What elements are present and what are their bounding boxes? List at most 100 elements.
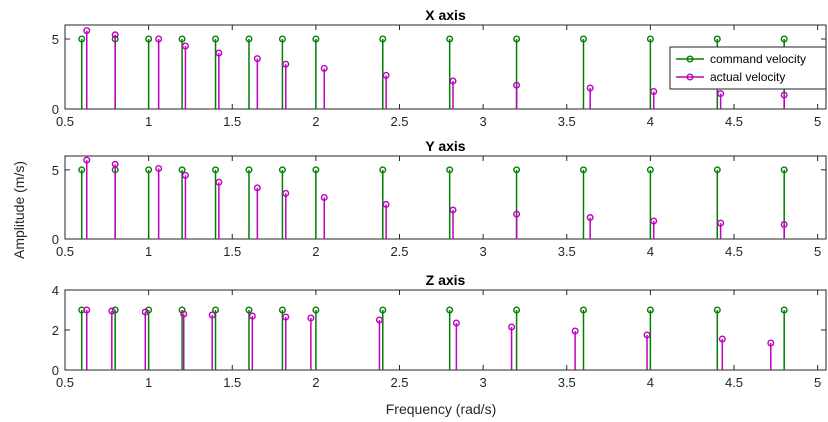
stem-marker-command [178, 306, 186, 314]
stem-marker-command [212, 166, 220, 174]
stem-marker-actual [650, 87, 658, 95]
stem-marker-command [278, 306, 286, 314]
stem-marker-command [579, 35, 587, 43]
y-tick-label: 0 [52, 232, 59, 247]
stem-marker-actual [111, 160, 119, 168]
stem-marker-command [312, 166, 320, 174]
panel-3: Z axis 0.5 1 1.5 2 2.5 3 3.5 4 4.5 5 0 2 4 [52, 272, 827, 390]
legend-entry-command: command velocity [710, 52, 806, 66]
stem-marker-actual [382, 71, 390, 79]
stem-marker-actual [508, 323, 516, 331]
stem-marker-actual [108, 307, 116, 315]
x-tick-label: 5 [814, 114, 821, 129]
x-tick-label: 2 [312, 375, 319, 390]
stem-marker-actual [282, 189, 290, 197]
x-tick-label: 2 [312, 244, 319, 259]
stem-marker-command [379, 35, 387, 43]
stem-marker-actual [767, 339, 775, 347]
legend-swatch-marker [686, 73, 694, 81]
stem-marker-actual [586, 214, 594, 222]
stem-marker-actual [449, 77, 457, 85]
x-tick-label: 1 [145, 114, 152, 129]
stem-marker-actual [141, 308, 149, 316]
legend-entry-actual: actual velocity [710, 70, 785, 84]
axes-box [64, 289, 827, 371]
stem-marker-command [178, 166, 186, 174]
stem-marker-actual [320, 64, 328, 72]
x-tick-label: 4 [647, 244, 654, 259]
stem-marker-command [379, 306, 387, 314]
stem-marker-command [513, 35, 521, 43]
stem-marker-actual [248, 312, 256, 320]
x-tick-label: 3 [480, 375, 487, 390]
stem-marker-command [513, 306, 521, 314]
axes-box [64, 155, 827, 240]
x-tick-label: 3.5 [558, 244, 576, 259]
stem-marker-command [145, 35, 153, 43]
x-tick-label: 1.5 [223, 114, 241, 129]
x-tick-label: 2.5 [390, 114, 408, 129]
x-tick-label: 4.5 [725, 114, 743, 129]
stem-marker-actual [717, 90, 725, 98]
panel-2: Y axis 0.5 1 1.5 2 2.5 3 3.5 4 4.5 5 0 5 [52, 138, 827, 259]
stem-marker-actual [780, 91, 788, 99]
stem-marker-actual [382, 200, 390, 208]
legend: command velocity actual velocity [669, 46, 827, 90]
panel-title: Y axis [425, 138, 465, 154]
y-axis-label: Amplitude (m/s) [11, 161, 27, 259]
y-tick-label: 4 [52, 283, 59, 298]
series-actual [83, 306, 775, 370]
stem-marker-command [212, 306, 220, 314]
x-tick-label: 0.5 [56, 114, 74, 129]
stem-marker-actual [83, 27, 91, 35]
stem-marker-command [780, 35, 788, 43]
stem-marker-actual [215, 178, 223, 186]
stem-marker-actual [320, 193, 328, 201]
x-tick-label: 4.5 [725, 375, 743, 390]
stem-marker-actual [83, 306, 91, 314]
x-tick-label: 4 [647, 114, 654, 129]
series-actual [83, 27, 788, 109]
stem-marker-actual [643, 331, 651, 339]
panel-title: X axis [425, 7, 466, 23]
stem-marker-command [78, 35, 86, 43]
y-tick-label: 2 [52, 323, 59, 338]
stem-marker-command [278, 166, 286, 174]
stem-marker-actual [180, 310, 188, 318]
stem-marker-command [446, 306, 454, 314]
stem-marker-actual [452, 319, 460, 327]
stem-marker-actual [83, 156, 91, 164]
x-axis-label: Frequency (rad/s) [386, 401, 496, 417]
stem-marker-command [713, 166, 721, 174]
stem-marker-actual [449, 206, 457, 214]
x-tick-label: 1 [145, 244, 152, 259]
y-tick-label: 0 [52, 363, 59, 378]
stem-marker-command [245, 306, 253, 314]
x-tick-label: 2.5 [390, 375, 408, 390]
x-tick-label: 2 [312, 114, 319, 129]
stem-marker-actual [253, 184, 261, 192]
stem-marker-command [245, 166, 253, 174]
stem-marker-command [379, 166, 387, 174]
stem-marker-actual [215, 49, 223, 57]
stem-marker-actual [586, 84, 594, 92]
stem-marker-actual [111, 31, 119, 39]
stem-marker-actual [571, 327, 579, 335]
series-actual [83, 156, 788, 239]
stem-marker-actual [375, 316, 383, 324]
stem-marker-actual [513, 210, 521, 218]
y-tick-label: 5 [52, 163, 59, 178]
stem-marker-command [780, 306, 788, 314]
stem-marker-command [513, 166, 521, 174]
stem-marker-actual [307, 314, 315, 322]
stem-marker-command [646, 306, 654, 314]
stem-marker-actual [717, 219, 725, 227]
y-tick-label: 0 [52, 102, 59, 117]
stem-marker-command [78, 166, 86, 174]
legend-swatch-marker [686, 55, 694, 63]
stem-marker-command [713, 306, 721, 314]
stem-marker-command [780, 166, 788, 174]
stem-marker-command [579, 166, 587, 174]
